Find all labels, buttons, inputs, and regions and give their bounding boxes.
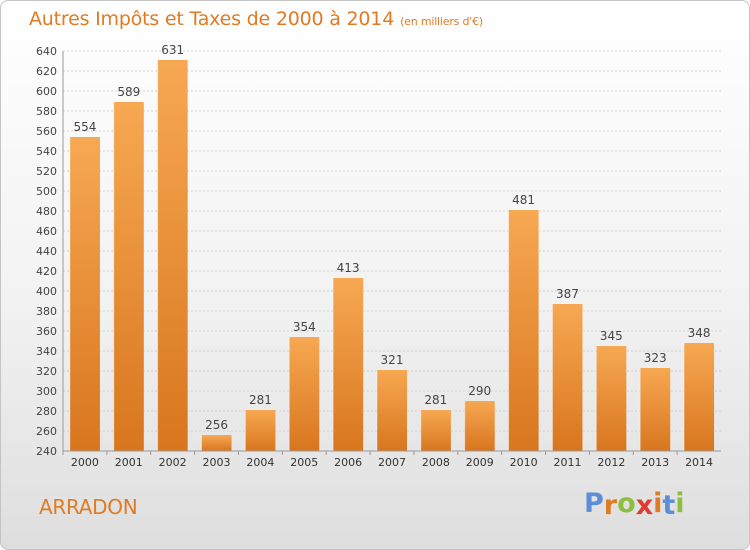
bar-2002 (157, 60, 188, 451)
y-tick-label: 440 (36, 245, 57, 258)
bar-2007 (377, 370, 407, 451)
y-tick-label: 560 (36, 125, 57, 138)
x-tick-label: 2010 (510, 456, 538, 469)
bar-2004 (245, 410, 276, 451)
x-tick-label: 2001 (115, 456, 143, 469)
x-tick-label: 2006 (334, 456, 362, 469)
y-tick-label: 280 (36, 405, 57, 418)
bar-2014 (684, 343, 715, 451)
x-tick-label: 2013 (641, 456, 669, 469)
y-tick-label: 400 (36, 285, 57, 298)
logo-letter: o (617, 488, 636, 519)
data-label: 631 (161, 43, 184, 57)
x-axis: 2000 2001 2002 2003 2004 2005 2006 2007 2008 2009… (62, 450, 721, 469)
data-label: 256 (205, 418, 228, 432)
y-tick-label: 320 (36, 365, 57, 378)
bar-2008 (420, 410, 451, 451)
x-tick-label: 2007 (378, 456, 406, 469)
y-tick-label: 420 (36, 265, 57, 278)
logo-letter: x (635, 490, 654, 521)
logo-letter: r (603, 490, 618, 521)
y-tick-label: 640 (36, 45, 57, 58)
city-name: ARRADON (39, 495, 138, 519)
data-label: 345 (600, 329, 623, 343)
x-tick-label: 2008 (422, 456, 450, 469)
y-tick-label: 460 (36, 225, 57, 238)
y-tick-label: 300 (36, 385, 57, 398)
y-tick-label: 620 (36, 65, 57, 78)
data-label: 589 (117, 85, 140, 99)
data-label: 481 (512, 193, 535, 207)
y-tick-label: 480 (36, 205, 57, 218)
logo-letter: i (653, 488, 663, 519)
y-tick-label: 540 (36, 145, 57, 158)
y-tick-label: 260 (36, 425, 57, 438)
chart-title: Autres Impôts et Taxes de 2000 à 2014 (en… (29, 8, 483, 30)
bar-2000 (69, 137, 100, 451)
x-tick-label: 2005 (290, 456, 318, 469)
data-label: 290 (468, 384, 491, 398)
x-tick-label: 2009 (466, 456, 494, 469)
data-label: 321 (381, 353, 404, 367)
proxiti-logo[interactable]: Proxiti (584, 488, 685, 521)
y-tick-label: 600 (36, 85, 57, 98)
bar-2001 (113, 102, 144, 451)
data-label: 323 (644, 351, 667, 365)
y-tick-label: 340 (36, 345, 57, 358)
x-tick-label: 2000 (71, 456, 99, 469)
y-tick-label: 500 (36, 185, 57, 198)
logo-letter: t (662, 490, 676, 521)
logo-letter: P (584, 488, 604, 519)
y-tick-label: 520 (36, 165, 57, 178)
y-tick-label: 360 (36, 325, 57, 338)
bar-2011 (552, 304, 583, 451)
y-axis: 240 260 280 300 320 340 360 380 400 420 440 460 480 5… (36, 45, 64, 458)
bar-2010 (508, 210, 539, 451)
bar-2003 (201, 435, 232, 451)
x-tick-label: 2003 (203, 456, 231, 469)
x-tick-label: 2011 (553, 456, 581, 469)
bar-2005 (289, 337, 320, 451)
data-label: 281 (424, 393, 447, 407)
chart-unit: (en milliers d'€) (400, 15, 483, 28)
y-tick-label: 580 (36, 105, 57, 118)
x-tick-label: 2002 (159, 456, 187, 469)
data-label: 413 (337, 261, 360, 275)
data-label: 348 (688, 326, 711, 340)
data-label: 354 (293, 320, 316, 334)
x-tick-label: 2012 (597, 456, 625, 469)
bar-2012 (596, 346, 627, 451)
logo-letter: i (675, 488, 685, 519)
chart-title-text: Autres Impôts et Taxes de 2000 à 2014 (29, 8, 395, 30)
data-label: 387 (556, 287, 579, 301)
data-label: 281 (249, 393, 272, 407)
y-tick-label: 380 (36, 305, 57, 318)
bar-2013 (640, 368, 671, 451)
data-label: 554 (73, 120, 96, 134)
y-tick-label: 240 (36, 445, 57, 458)
bars: 554 589 631 256 281 354 413 321 281 290 481 387 345 3… (69, 43, 715, 451)
x-tick-label: 2014 (685, 456, 713, 469)
bar-2009 (464, 401, 495, 451)
bar-2006 (333, 278, 364, 451)
x-tick-label: 2004 (246, 456, 274, 469)
